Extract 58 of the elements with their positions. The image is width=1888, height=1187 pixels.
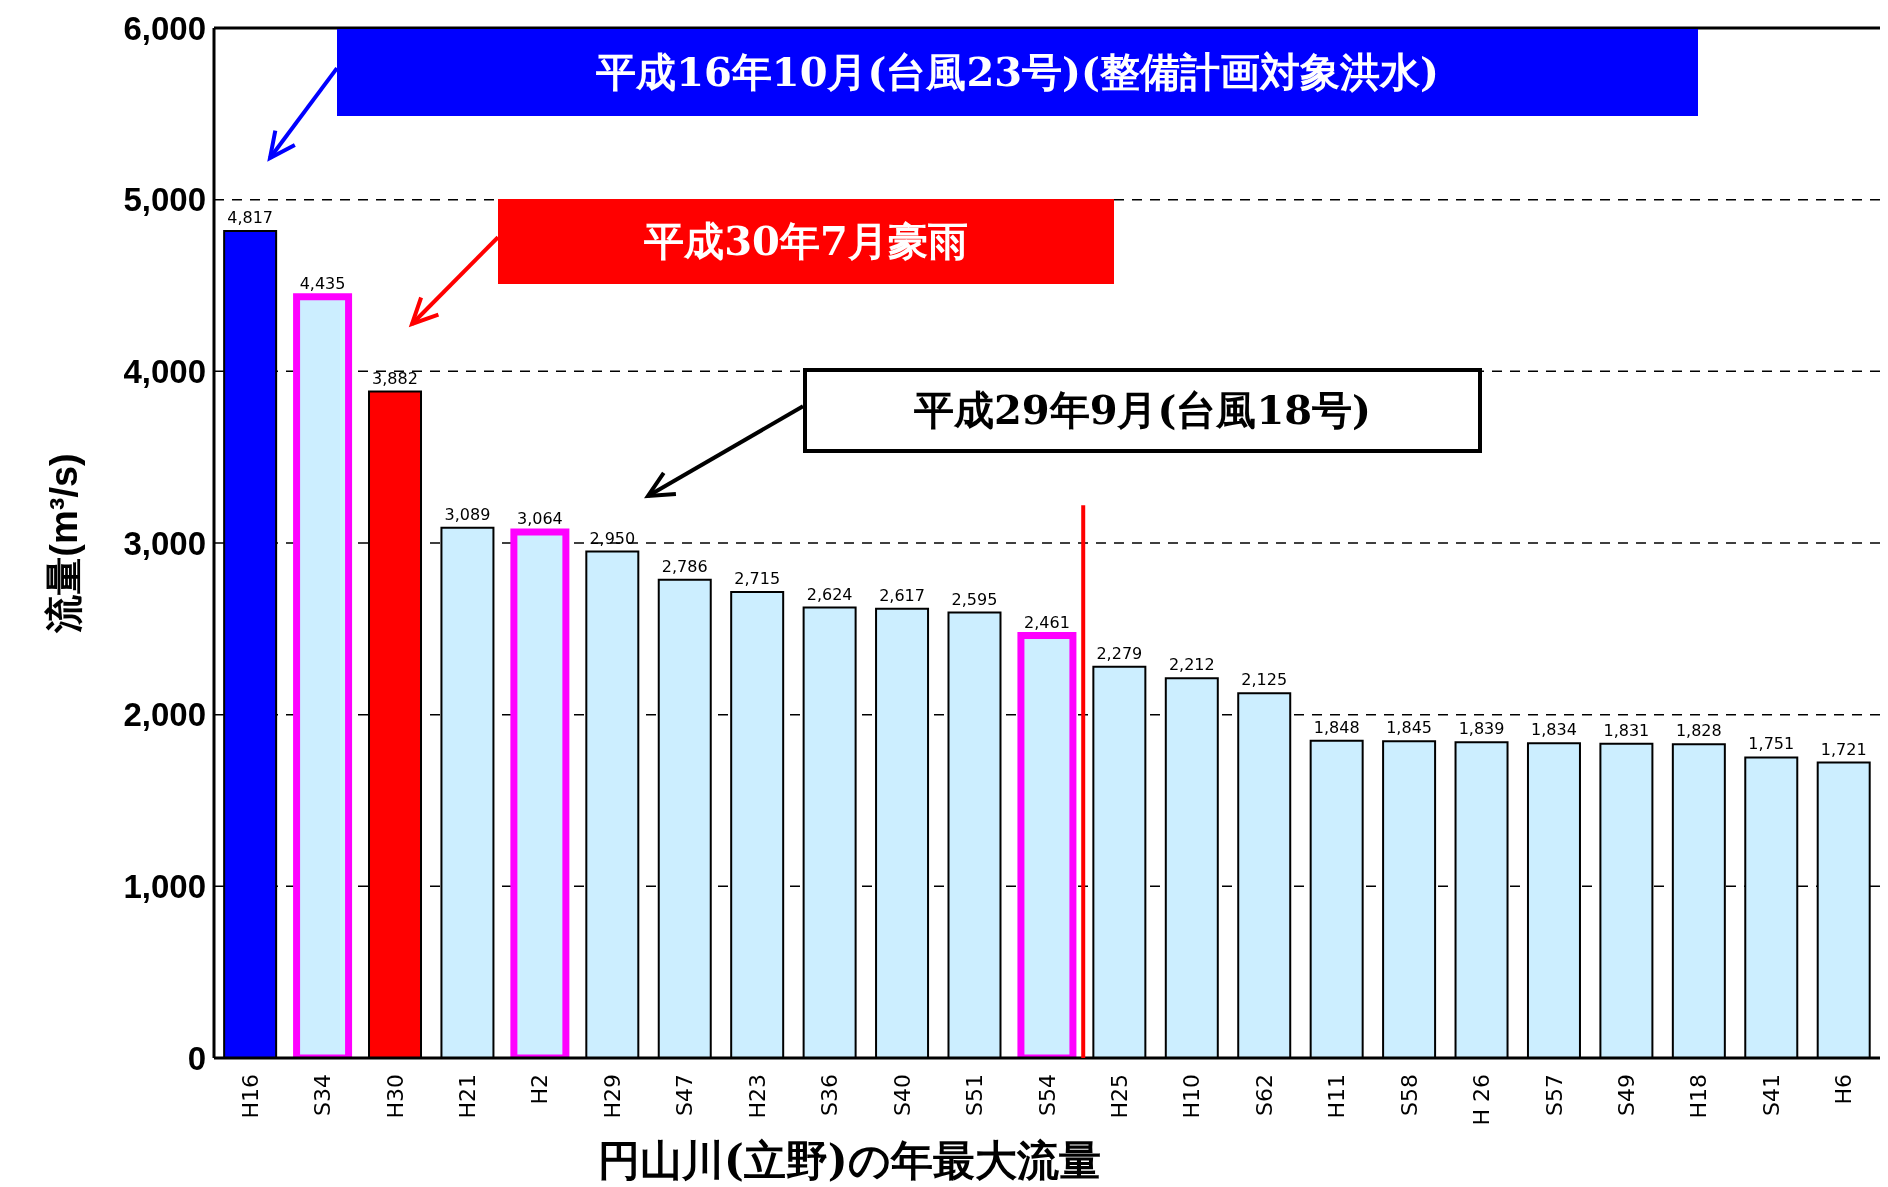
- y-tick-label: 4,000: [123, 353, 206, 391]
- data-label: 1,828: [1675, 721, 1722, 741]
- x-tick-label: H23: [744, 1074, 770, 1119]
- x-tick-label: H25: [1106, 1074, 1132, 1119]
- data-label: 4,817: [227, 208, 274, 228]
- x-tick-label: H2: [527, 1074, 553, 1105]
- x-tick-label: H6: [1831, 1074, 1857, 1105]
- data-label: 1,848: [1313, 717, 1360, 737]
- data-label: 2,279: [1096, 643, 1143, 663]
- data-label: 3,064: [516, 509, 563, 529]
- x-tick-label: S57: [1541, 1074, 1567, 1116]
- x-tick-label: S36: [817, 1074, 843, 1116]
- x-tick-label: S54: [1034, 1074, 1060, 1116]
- x-tick-label: H21: [455, 1074, 481, 1119]
- data-label: 2,595: [951, 589, 998, 609]
- data-label: 2,715: [734, 568, 781, 588]
- data-label: 1,839: [1458, 719, 1505, 739]
- callout-box: 平成16年10月(台風23号)(整備計画対象洪水): [337, 29, 1698, 116]
- x-tick-label: S41: [1758, 1074, 1784, 1116]
- data-label: 1,751: [1748, 734, 1795, 754]
- x-tick-label: S40: [889, 1074, 915, 1116]
- data-label: 1,845: [1386, 718, 1432, 738]
- data-label: 2,125: [1241, 670, 1288, 690]
- y-axis-title: 流量(m³/s): [43, 453, 86, 634]
- data-label: 2,461: [1024, 612, 1070, 632]
- y-tick-label: 1,000: [123, 868, 206, 906]
- y-tick-label: 6,000: [123, 9, 206, 47]
- callout-box: 平成30年7月豪雨: [498, 199, 1114, 284]
- data-label: 4,435: [299, 273, 346, 293]
- data-label: 2,624: [806, 584, 853, 604]
- data-label: 1,834: [1531, 720, 1577, 740]
- data-label: 2,950: [589, 528, 636, 548]
- x-tick-label: H11: [1324, 1074, 1350, 1119]
- data-label: 2,212: [1168, 655, 1215, 675]
- x-axis-title: 円山川(立野)の年最大流量: [598, 1135, 1101, 1187]
- y-tick-label: 3,000: [123, 524, 206, 562]
- y-tick-label: 0: [187, 1039, 206, 1077]
- x-tick-label: H16: [237, 1074, 263, 1119]
- x-tick-label: S51: [962, 1074, 988, 1116]
- y-tick-label: 2,000: [123, 696, 206, 734]
- x-tick-label: H 26: [1469, 1074, 1495, 1126]
- data-label: 1,721: [1820, 739, 1867, 759]
- data-label: 2,786: [661, 556, 708, 576]
- x-tick-label: H29: [599, 1074, 625, 1119]
- x-tick-label: S62: [1251, 1074, 1277, 1116]
- x-tick-label: H10: [1179, 1074, 1205, 1119]
- data-label: 3,882: [372, 368, 418, 388]
- data-label: 2,617: [879, 585, 925, 605]
- x-tick-label: S47: [672, 1074, 698, 1116]
- x-tick-label: H30: [382, 1074, 408, 1119]
- x-tick-label: H18: [1686, 1074, 1712, 1119]
- x-tick-label: S58: [1396, 1074, 1422, 1116]
- data-label: 3,089: [444, 504, 491, 524]
- y-tick-label: 5,000: [123, 181, 206, 219]
- x-tick-label: S34: [310, 1074, 336, 1116]
- callout-box: 平成29年9月(台風18号): [803, 368, 1482, 453]
- x-tick-label: S49: [1613, 1074, 1639, 1116]
- data-label: 1,831: [1603, 720, 1650, 740]
